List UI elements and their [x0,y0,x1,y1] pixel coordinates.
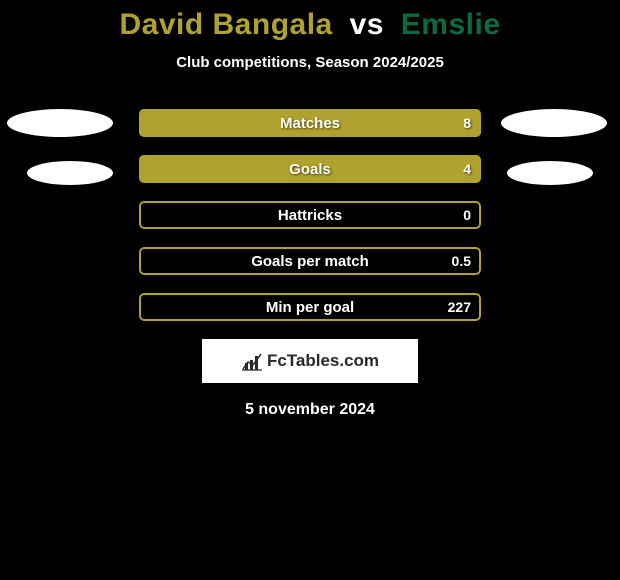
comparison-card: David Bangala vs Emslie Club competition… [0,0,620,419]
stat-row: Goals4 [139,155,481,183]
chart-area: Matches8Goals4Hattricks0Goals per match0… [0,109,620,321]
player2-name: Emslie [401,8,501,41]
stat-value: 227 [448,293,471,321]
stat-label: Goals per match [139,247,481,275]
stat-row: Hattricks0 [139,201,481,229]
logo: FcTables.com [241,351,379,371]
stat-row: Goals per match0.5 [139,247,481,275]
page-title: David Bangala vs Emslie [0,8,620,42]
stat-label: Min per goal [139,293,481,321]
player1-name: David Bangala [119,8,332,41]
stat-label: Goals [139,155,481,183]
bar-chart-icon [241,351,263,371]
stat-bars: Matches8Goals4Hattricks0Goals per match0… [139,109,481,321]
logo-box: FcTables.com [202,339,418,383]
logo-text: FcTables.com [267,351,379,371]
team-badge-left-2 [27,161,113,185]
stat-value: 4 [463,155,471,183]
stat-label: Hattricks [139,201,481,229]
team-badge-left-1 [7,109,113,137]
vs-text: vs [350,8,384,41]
team-badge-right-1 [501,109,607,137]
stat-label: Matches [139,109,481,137]
team-badge-right-2 [507,161,593,185]
subtitle: Club competitions, Season 2024/2025 [0,54,620,71]
stat-row: Min per goal227 [139,293,481,321]
stat-row: Matches8 [139,109,481,137]
stat-value: 0 [463,201,471,229]
stat-value: 0.5 [452,247,471,275]
date: 5 november 2024 [0,401,620,419]
stat-value: 8 [463,109,471,137]
